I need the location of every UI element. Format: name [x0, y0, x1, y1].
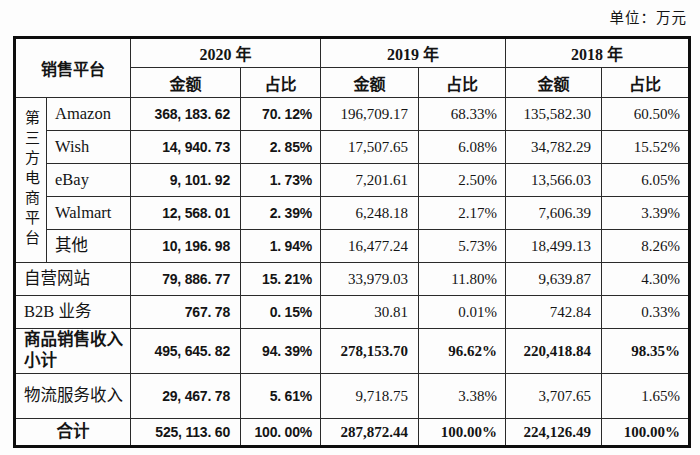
table-row-wish: Wish 14, 940. 73 2. 85% 17,507.65 6.08% … — [15, 131, 690, 164]
table-row-ebay: eBay 9, 101. 92 1. 73% 7,201.61 2.50% 13… — [15, 164, 690, 197]
row-label: 自营网站 — [15, 263, 131, 296]
amount-2020: 495, 645. 82 — [131, 329, 241, 374]
group-label-third-party: 第三方电商平台 — [15, 98, 47, 263]
share-2018: 8.26% — [602, 230, 690, 263]
share-2020: 70. 12% — [241, 98, 321, 131]
table-row-total: 合计 525, 113. 60 100. 00% 287,872.44 100.… — [15, 419, 690, 447]
sales-platform-table: 销售平台 2020 年 2019 年 2018 年 金额 占比 金额 占比 金额… — [13, 36, 691, 448]
unit-label: 单位：万元 — [610, 6, 688, 27]
amount-2019: 17,507.65 — [321, 131, 419, 164]
amount-2018: 224,126.49 — [506, 419, 602, 447]
table-row-other: 其他 10, 196. 98 1. 94% 16,477.24 5.73% 18… — [15, 230, 690, 263]
row-label: B2B 业务 — [15, 296, 131, 329]
share-2018: 60.50% — [602, 98, 690, 131]
header-row-years: 销售平台 2020 年 2019 年 2018 年 — [15, 38, 690, 68]
amount-2019: 33,979.03 — [321, 263, 419, 296]
amount-2020: 29, 467. 78 — [131, 374, 241, 419]
amount-2020: 79, 886. 77 — [131, 263, 241, 296]
amount-2018: 3,707.65 — [506, 374, 602, 419]
row-label: Wish — [47, 131, 131, 164]
share-2019: 100.00% — [419, 419, 506, 447]
amount-2020: 368, 183. 62 — [131, 98, 241, 131]
row-label: Walmart — [47, 197, 131, 230]
amount-2018: 220,418.84 — [506, 329, 602, 374]
amount-2018: 34,782.29 — [506, 131, 602, 164]
amount-2018: 9,639.87 — [506, 263, 602, 296]
table-row-logistics: 物流服务收入 29, 467. 78 5. 61% 9,718.75 3.38%… — [15, 374, 690, 419]
share-2019: 3.38% — [419, 374, 506, 419]
amount-2019: 9,718.75 — [321, 374, 419, 419]
row-label: 物流服务收入 — [15, 374, 131, 419]
share-2018: 15.52% — [602, 131, 690, 164]
share-2020: 100. 00% — [241, 419, 321, 447]
row-label: 合计 — [15, 419, 131, 447]
share-2020: 2. 85% — [241, 131, 321, 164]
amount-2020: 767. 78 — [131, 296, 241, 329]
share-2019: 2.17% — [419, 197, 506, 230]
header-amount-2019: 金额 — [321, 68, 419, 98]
header-platform: 销售平台 — [15, 38, 131, 98]
header-amount-2018: 金额 — [506, 68, 602, 98]
share-2019: 5.73% — [419, 230, 506, 263]
header-amount-2020: 金额 — [131, 68, 241, 98]
table-row-walmart: Walmart 12, 568. 01 2. 39% 6,248.18 2.17… — [15, 197, 690, 230]
header-share-2019: 占比 — [419, 68, 506, 98]
share-2019: 6.08% — [419, 131, 506, 164]
amount-2018: 135,582.30 — [506, 98, 602, 131]
share-2020: 1. 73% — [241, 164, 321, 197]
document-page: { "unit_label": "单位：万元", "header": { "pl… — [0, 0, 700, 455]
amount-2020: 10, 196. 98 — [131, 230, 241, 263]
share-2020: 0. 15% — [241, 296, 321, 329]
share-2020: 5. 61% — [241, 374, 321, 419]
row-label: 其他 — [47, 230, 131, 263]
amount-2019: 278,153.70 — [321, 329, 419, 374]
row-label: Amazon — [47, 98, 131, 131]
amount-2019: 16,477.24 — [321, 230, 419, 263]
share-2018: 100.00% — [602, 419, 690, 447]
share-2018: 4.30% — [602, 263, 690, 296]
amount-2018: 742.84 — [506, 296, 602, 329]
amount-2020: 12, 568. 01 — [131, 197, 241, 230]
header-share-2018: 占比 — [602, 68, 690, 98]
header-share-2020: 占比 — [241, 68, 321, 98]
amount-2018: 7,606.39 — [506, 197, 602, 230]
share-2020: 15. 21% — [241, 263, 321, 296]
share-2018: 1.65% — [602, 374, 690, 419]
share-2020: 94. 39% — [241, 329, 321, 374]
share-2019: 2.50% — [419, 164, 506, 197]
share-2019: 11.80% — [419, 263, 506, 296]
share-2019: 68.33% — [419, 98, 506, 131]
share-2019: 96.62% — [419, 329, 506, 374]
share-2019: 0.01% — [419, 296, 506, 329]
amount-2019: 6,248.18 — [321, 197, 419, 230]
row-label: 商品销售收入小计 — [15, 329, 131, 374]
amount-2020: 14, 940. 73 — [131, 131, 241, 164]
amount-2019: 7,201.61 — [321, 164, 419, 197]
header-year-2018: 2018 年 — [506, 38, 690, 68]
share-2018: 0.33% — [602, 296, 690, 329]
amount-2018: 18,499.13 — [506, 230, 602, 263]
share-2018: 3.39% — [602, 197, 690, 230]
amount-2019: 30.81 — [321, 296, 419, 329]
header-year-2020: 2020 年 — [131, 38, 321, 68]
row-label: eBay — [47, 164, 131, 197]
header-year-2019: 2019 年 — [321, 38, 506, 68]
share-2018: 98.35% — [602, 329, 690, 374]
share-2018: 6.05% — [602, 164, 690, 197]
table-row-goods-subtotal: 商品销售收入小计 495, 645. 82 94. 39% 278,153.70… — [15, 329, 690, 374]
share-2020: 2. 39% — [241, 197, 321, 230]
share-2020: 1. 94% — [241, 230, 321, 263]
group-label-text: 第三方电商平台 — [16, 110, 46, 250]
table-row-own-website: 自营网站 79, 886. 77 15. 21% 33,979.03 11.80… — [15, 263, 690, 296]
table-row-amazon: 第三方电商平台 Amazon 368, 183. 62 70. 12% 196,… — [15, 98, 690, 131]
amount-2020: 9, 101. 92 — [131, 164, 241, 197]
table-row-b2b: B2B 业务 767. 78 0. 15% 30.81 0.01% 742.84… — [15, 296, 690, 329]
amount-2018: 13,566.03 — [506, 164, 602, 197]
amount-2020: 525, 113. 60 — [131, 419, 241, 447]
amount-2019: 287,872.44 — [321, 419, 419, 447]
amount-2019: 196,709.17 — [321, 98, 419, 131]
